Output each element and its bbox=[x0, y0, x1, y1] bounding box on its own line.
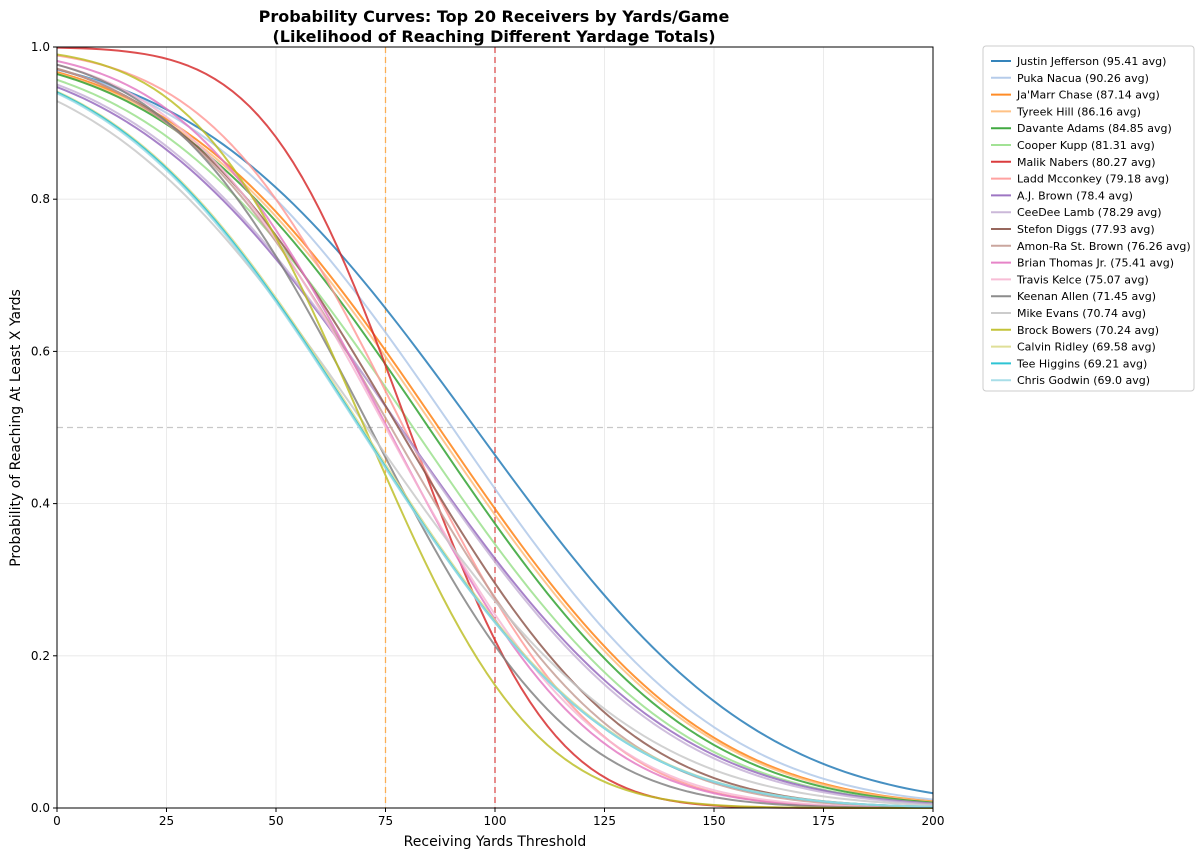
y-tick-label: 0.0 bbox=[31, 801, 50, 815]
legend-label: Amon-Ra St. Brown (76.26 avg) bbox=[1017, 240, 1191, 253]
legend-label: Ja'Marr Chase (87.14 avg) bbox=[1016, 89, 1160, 102]
legend-label: Puka Nacua (90.26 avg) bbox=[1017, 72, 1149, 85]
series-line-a-j-brown-78-4-avg bbox=[56, 86, 934, 805]
legend-label: Cooper Kupp (81.31 avg) bbox=[1017, 139, 1155, 152]
legend-label: Mike Evans (70.74 avg) bbox=[1017, 307, 1146, 320]
tick-layer: 0 25 50 75 100 125 150 175 200 0.0 0.2 0.4 0.6 0.8 1.0 bbox=[31, 40, 945, 828]
legend-label: Keenan Allen (71.45 avg) bbox=[1017, 290, 1156, 303]
x-tick-label: 0 bbox=[53, 814, 61, 828]
series-layer bbox=[56, 46, 934, 809]
x-tick-label: 125 bbox=[593, 814, 616, 828]
legend-label: Justin Jefferson (95.41 avg) bbox=[1016, 55, 1166, 68]
y-tick-label: 0.2 bbox=[31, 649, 50, 663]
series-line-cooper-kupp-81-31-avg bbox=[56, 78, 934, 805]
legend-label: Brock Bowers (70.24 avg) bbox=[1017, 324, 1159, 337]
legend-label: Calvin Ridley (69.58 avg) bbox=[1017, 341, 1156, 354]
x-tick-label: 75 bbox=[378, 814, 393, 828]
y-tick-label: 0.4 bbox=[31, 497, 50, 511]
y-tick-label: 0.6 bbox=[31, 344, 50, 358]
legend-label: CeeDee Lamb (78.29 avg) bbox=[1017, 206, 1162, 219]
x-tick-label: 25 bbox=[159, 814, 174, 828]
legend: Justin Jefferson (95.41 avg) Puka Nacua (… bbox=[982, 45, 1195, 392]
series-line-mike-evans-70-74-avg bbox=[56, 100, 934, 807]
legend-label: Brian Thomas Jr. (75.41 avg) bbox=[1017, 257, 1174, 270]
x-tick-label: 200 bbox=[922, 814, 945, 828]
legend-label: Tee Higgins (69.21 avg) bbox=[1016, 357, 1147, 370]
legend-label: Tyreek Hill (86.16 avg) bbox=[1016, 105, 1141, 118]
y-tick-label: 1.0 bbox=[31, 40, 50, 54]
series-line-davante-adams-84-85-avg bbox=[56, 73, 934, 804]
series-line-amon-ra-st-brown-76-26-avg bbox=[56, 67, 934, 809]
series-line-travis-kelce-75-07-avg bbox=[56, 63, 934, 809]
legend-label: Stefon Diggs (77.93 avg) bbox=[1017, 223, 1155, 236]
legend-label: Travis Kelce (75.07 avg) bbox=[1016, 273, 1149, 286]
series-line-chris-godwin-69-0-avg bbox=[56, 92, 934, 808]
x-tick-label: 50 bbox=[268, 814, 283, 828]
x-tick-label: 100 bbox=[484, 814, 507, 828]
series-line-keenan-allen-71-45-avg bbox=[56, 63, 934, 809]
chart-title-line-1: Probability Curves: Top 20 Receivers by … bbox=[259, 7, 730, 26]
legend-label: Chris Godwin (69.0 avg) bbox=[1017, 374, 1150, 387]
y-axis-label: Probability of Reaching At Least X Yards bbox=[8, 289, 24, 567]
series-line-brock-bowers-70-24-avg bbox=[56, 53, 933, 809]
legend-label: Davante Adams (84.85 avg) bbox=[1017, 122, 1172, 135]
y-tick-label: 0.8 bbox=[31, 192, 50, 206]
legend-box bbox=[982, 45, 1195, 392]
legend-label: Ladd Mcconkey (79.18 avg) bbox=[1017, 173, 1169, 186]
series-line-ceedee-lamb-78-29-avg bbox=[56, 83, 934, 806]
legend-label: Malik Nabers (80.27 avg) bbox=[1017, 156, 1155, 169]
x-axis-label: Receiving Yards Threshold bbox=[404, 834, 587, 850]
x-tick-label: 150 bbox=[703, 814, 726, 828]
series-line-puka-nacua-90-26-avg bbox=[56, 68, 934, 801]
legend-label: A.J. Brown (78.4 avg) bbox=[1017, 189, 1133, 202]
series-line-ja-marr-chase-87-14-avg bbox=[56, 71, 934, 803]
chart-title-line-2: (Likelihood of Reaching Different Yardag… bbox=[272, 27, 715, 46]
x-tick-label: 175 bbox=[812, 814, 835, 828]
